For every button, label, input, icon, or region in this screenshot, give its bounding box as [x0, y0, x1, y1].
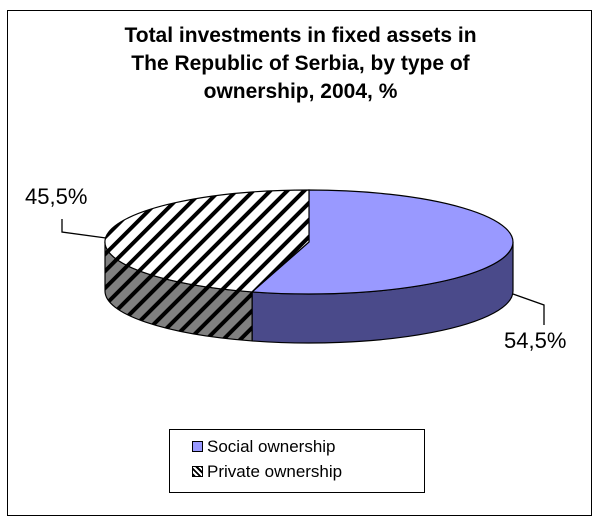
- legend-swatch-private: [192, 466, 203, 477]
- data-label-social: 54,5%: [504, 328, 566, 353]
- data-label-private: 45,5%: [25, 184, 87, 209]
- pie-tops: [104, 189, 514, 295]
- legend-label-social: Social ownership: [207, 436, 336, 456]
- legend-item-private: Private ownership: [192, 459, 424, 484]
- chart-title: Total investments in fixed assets in The…: [124, 24, 477, 103]
- leader-line-private: [61, 219, 107, 239]
- chart-legend: Social ownership Private ownership: [169, 429, 425, 493]
- leader-line-social: [512, 293, 545, 325]
- pie-slice-social: [250, 189, 514, 295]
- legend-item-social: Social ownership: [192, 434, 424, 459]
- legend-swatch-social: [192, 441, 203, 452]
- pie-slice-private: [104, 189, 310, 293]
- legend-label-private: Private ownership: [207, 461, 343, 481]
